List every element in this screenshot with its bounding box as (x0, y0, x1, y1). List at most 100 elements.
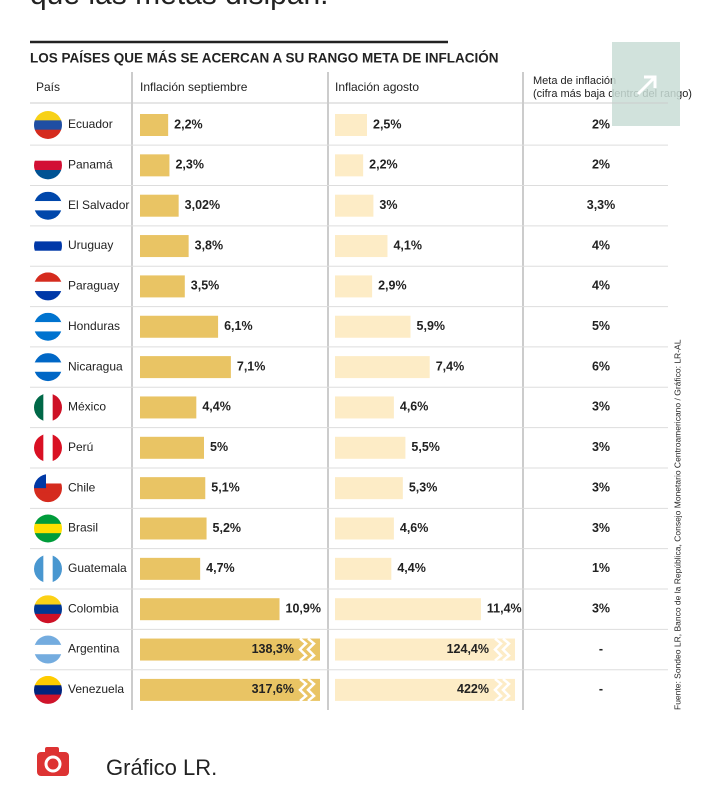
target-label: 3% (592, 440, 610, 454)
flag-stripe (34, 201, 62, 211)
flag-stripe (34, 492, 62, 503)
bar (335, 477, 403, 500)
bar (140, 194, 179, 217)
target-label: 5% (592, 319, 610, 333)
value-label: 138,3% (252, 642, 294, 656)
flag-stripe (34, 533, 62, 543)
bar (140, 154, 170, 177)
flag-stripe (34, 371, 62, 382)
target-label: 4% (592, 279, 610, 293)
bar (140, 598, 280, 621)
value-label: 10,9% (286, 601, 321, 615)
country-label: Venezuela (68, 682, 124, 696)
flag-stripe (52, 393, 62, 422)
target-label: - (599, 682, 603, 696)
flag (34, 554, 62, 583)
value-label: 124,4% (447, 642, 489, 656)
flag (34, 393, 62, 422)
bar (335, 517, 394, 540)
target-label: 3% (592, 601, 610, 615)
flag-stripe (34, 595, 62, 606)
flag-stripe (34, 694, 62, 704)
bar (140, 638, 320, 661)
flag-stripe (34, 644, 62, 655)
value-label: 5,1% (211, 480, 240, 494)
value-label: 4,4% (397, 561, 426, 575)
target-label: 3% (592, 480, 610, 494)
column-header: Inflación septiembre (140, 80, 248, 94)
flag-stripe (34, 654, 62, 664)
flag-stripe (34, 675, 62, 686)
country-label: Uruguay (68, 238, 113, 252)
flag-stripe (34, 250, 62, 261)
flag-stripe (43, 393, 54, 422)
bar (140, 396, 197, 419)
flag (34, 232, 62, 261)
country-label: Argentina (68, 642, 120, 656)
flag-stripe (34, 170, 62, 180)
value-label: 422% (457, 682, 489, 696)
value-label: 5,3% (409, 480, 438, 494)
target-label: 3% (592, 400, 610, 414)
flag-stripe (34, 353, 62, 363)
chart-title: LOS PAÍSES QUE MÁS SE ACERCAN A SU RANGO… (30, 51, 499, 66)
share-arrow[interactable] (636, 75, 657, 96)
target-label: 3,3% (587, 198, 616, 212)
flag-stripe (34, 160, 62, 171)
flag (34, 433, 62, 462)
value-label: 4,6% (400, 400, 429, 414)
source: Fuente: Sondeo LR, Banco de la República… (672, 339, 682, 710)
target-label: 2% (592, 158, 610, 172)
flag-stripe (43, 554, 54, 583)
value-label: 2,9% (378, 279, 407, 293)
bar (335, 114, 367, 136)
bar (335, 638, 515, 661)
value-label: 2,2% (174, 117, 203, 131)
camera-icon (44, 755, 62, 773)
flag (34, 514, 62, 543)
country-label: Panamá (68, 158, 113, 172)
bar (140, 275, 185, 298)
flag-stripe (34, 635, 62, 646)
country-label: Perú (68, 440, 93, 454)
country-label: Chile (68, 480, 96, 494)
bar-break (493, 677, 511, 702)
bar (140, 517, 207, 540)
bar (335, 315, 411, 338)
flag-stripe (34, 474, 46, 489)
flag-stripe (34, 151, 62, 162)
value-label: 2,3% (175, 158, 204, 172)
flag-stripe (34, 604, 62, 615)
flag-stripe (34, 111, 62, 121)
flag-stripe (34, 191, 62, 202)
flag (34, 191, 62, 220)
target-label: 6% (592, 359, 610, 373)
value-label: 5% (210, 440, 228, 454)
flag-stripe (34, 120, 62, 131)
country-label: Nicaragua (68, 359, 123, 373)
country-label: Colombia (68, 601, 119, 615)
share-button[interactable] (612, 42, 680, 126)
value-label: 4,4% (202, 400, 231, 414)
value-label: 2,5% (373, 117, 402, 131)
country-label: Brasil (68, 521, 98, 535)
bar (335, 275, 373, 298)
bar (140, 557, 201, 580)
target-label: - (599, 642, 603, 656)
flag-stripe (34, 291, 62, 301)
top-text: que las metas disipan. (30, 0, 329, 11)
country-label: Guatemala (68, 561, 127, 575)
value-label: 5,2% (213, 521, 242, 535)
flag-stripe (34, 523, 62, 534)
value-label: 6,1% (224, 319, 253, 333)
flag-stripe (43, 433, 54, 462)
column-header: Meta de inflación (533, 75, 616, 87)
footer-text: Gráfico LR. (106, 755, 217, 780)
flag-stripe (34, 312, 62, 323)
country-label: Ecuador (68, 117, 113, 131)
value-label: 3% (379, 198, 397, 212)
bar (335, 356, 430, 379)
flag-stripe (52, 433, 62, 462)
value-label: 5,9% (417, 319, 446, 333)
